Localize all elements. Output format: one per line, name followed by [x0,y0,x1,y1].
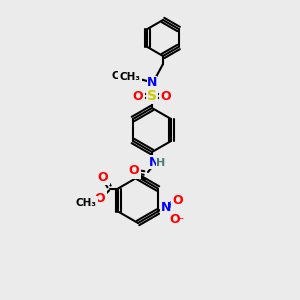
Text: CH₃: CH₃ [119,72,140,82]
Text: CH: CH [112,71,128,81]
Text: N: N [161,201,171,214]
Text: O: O [172,194,183,207]
Text: ⁻: ⁻ [178,217,184,226]
Text: +: + [167,200,175,211]
Text: S: S [147,89,157,103]
Text: N: N [149,155,159,169]
Text: O: O [161,89,171,103]
Text: O: O [95,192,105,205]
Text: O: O [169,213,180,226]
Text: O: O [133,89,143,103]
Text: O: O [98,171,108,184]
Text: H: H [156,158,166,168]
Text: ₃: ₃ [115,71,128,80]
Text: N: N [147,76,157,88]
Text: O: O [129,164,139,178]
Text: CH₃: CH₃ [76,197,97,208]
